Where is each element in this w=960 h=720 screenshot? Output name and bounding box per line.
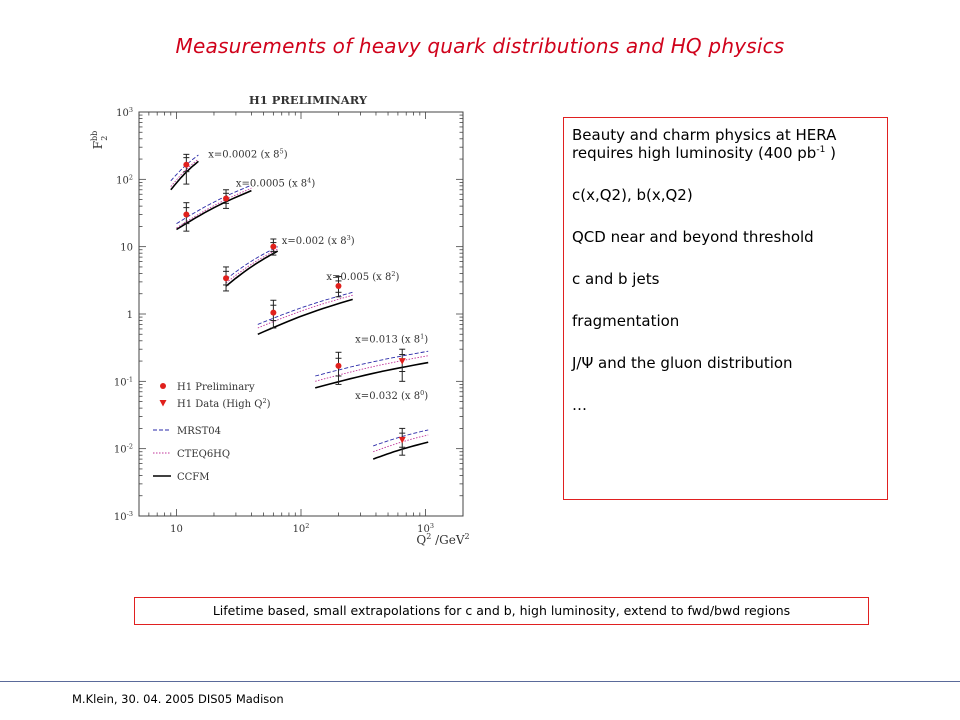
y-tick-label: 102 <box>116 173 133 186</box>
h1-high-q2-point <box>398 358 406 365</box>
h1-f2bb-figure: H1 PRELIMINARY Fbb2 Q2 /GeV2 103 102 10 1 10… <box>88 88 520 550</box>
x-tick-label: 103 <box>417 522 434 535</box>
topic-line-luminosity: requires high luminosity (400 pb-1 ) <box>572 144 836 162</box>
cteq6hq-curve <box>257 294 353 329</box>
legend-ccfm-label: CCFM <box>177 472 209 483</box>
ccfm-curve <box>176 189 252 231</box>
x-tick-label: 10 <box>170 524 183 535</box>
topic-item: QCD near and beyond threshold <box>572 228 814 246</box>
h1-preliminary-point <box>270 243 277 250</box>
legend: H1 Preliminary H1 Data (High Q2) MRST04 CTE… <box>153 382 271 483</box>
footer-divider <box>0 681 960 682</box>
bin-label: x=0.032 (x 80) <box>355 389 428 402</box>
f2bb-chart: H1 PRELIMINARY Fbb2 Q2 /GeV2 10310210110… <box>90 93 470 547</box>
y-tick-label: 10-2 <box>114 443 133 456</box>
cteq6hq-curve <box>225 248 278 284</box>
chart-title: H1 PRELIMINARY <box>249 93 368 107</box>
x-tick-label: 102 <box>293 522 310 535</box>
h1-preliminary-point <box>183 161 190 168</box>
bin-label: x=0.0002 (x 85) <box>208 148 287 161</box>
h1-high-q2-point <box>398 436 406 444</box>
topic-line-heading: Beauty and charm physics at HERA <box>572 126 837 144</box>
y-tick-label: 10-3 <box>114 510 133 523</box>
mrst04-curve <box>225 246 278 280</box>
mrst04-curve <box>170 154 199 182</box>
topic-item: c and b jets <box>572 270 660 288</box>
legend-prelim-marker <box>160 383 166 389</box>
h1-preliminary-point <box>223 275 230 282</box>
legend-hq-label: H1 Data (High Q2) <box>177 397 271 410</box>
h1-preliminary-point <box>183 211 190 218</box>
topic-item: c(x,Q2), b(x,Q2) <box>572 186 693 204</box>
ccfm-curve <box>372 441 429 460</box>
h1-preliminary-point <box>335 362 342 369</box>
cteq6hq-curve <box>170 158 199 187</box>
cteq6hq-curve <box>373 434 429 453</box>
ccfm-curve <box>257 298 353 336</box>
mrst04-curve <box>176 184 252 224</box>
x-axis-label: Q2 /GeV2 <box>416 532 469 547</box>
bin-label: x=0.005 (x 82) <box>326 270 399 283</box>
bin-label: x=0.002 (x 83) <box>282 234 355 247</box>
topic-item: … <box>572 396 587 414</box>
bin-labels: x=0.0002 (x 85) x=0.0005 (x 84) x=0.002 (x… <box>208 148 428 402</box>
h1-preliminary-point <box>335 283 342 290</box>
y-tick-label: 10-1 <box>114 375 133 388</box>
legend-mrst-label: MRST04 <box>177 426 221 437</box>
ccfm-curve <box>314 361 429 389</box>
mrst04-curve <box>373 429 429 447</box>
y-tick-label: 10 <box>120 243 133 254</box>
legend-hq-marker <box>159 400 167 407</box>
lifetime-note-text: Lifetime based, small extrapolations for… <box>212 603 791 618</box>
mrst04-curve <box>315 350 429 377</box>
y-tick-label: 103 <box>116 106 133 119</box>
h1-preliminary-point <box>270 309 277 316</box>
ccfm-curve <box>170 160 199 191</box>
y-axis-label: Fbb2 <box>90 131 109 150</box>
topic-item: J/Ψ and the gluon distribution <box>572 354 793 372</box>
y-tick-label: 1 <box>127 310 133 321</box>
slide-title: Measurements of heavy quark distribution… <box>175 34 785 58</box>
bin-label: x=0.0005 (x 84) <box>236 177 315 190</box>
h1-preliminary-point <box>223 195 230 202</box>
cteq6hq-curve <box>315 355 429 382</box>
legend-cteq-label: CTEQ6HQ <box>177 449 230 460</box>
legend-prelim-label: H1 Preliminary <box>177 382 255 393</box>
footer-text: M.Klein, 30. 04. 2005 DIS05 Madison <box>72 692 284 706</box>
topic-item: fragmentation <box>572 312 680 330</box>
ccfm-curve <box>225 250 279 287</box>
physics-topics-box: Beauty and charm physics at HERA require… <box>563 117 888 500</box>
lifetime-note-box: Lifetime based, small extrapolations for… <box>134 597 869 625</box>
bin-label: x=0.013 (x 81) <box>355 332 428 345</box>
data-points <box>183 153 406 456</box>
mrst04-curve <box>257 291 353 325</box>
theory-curves <box>170 154 429 460</box>
